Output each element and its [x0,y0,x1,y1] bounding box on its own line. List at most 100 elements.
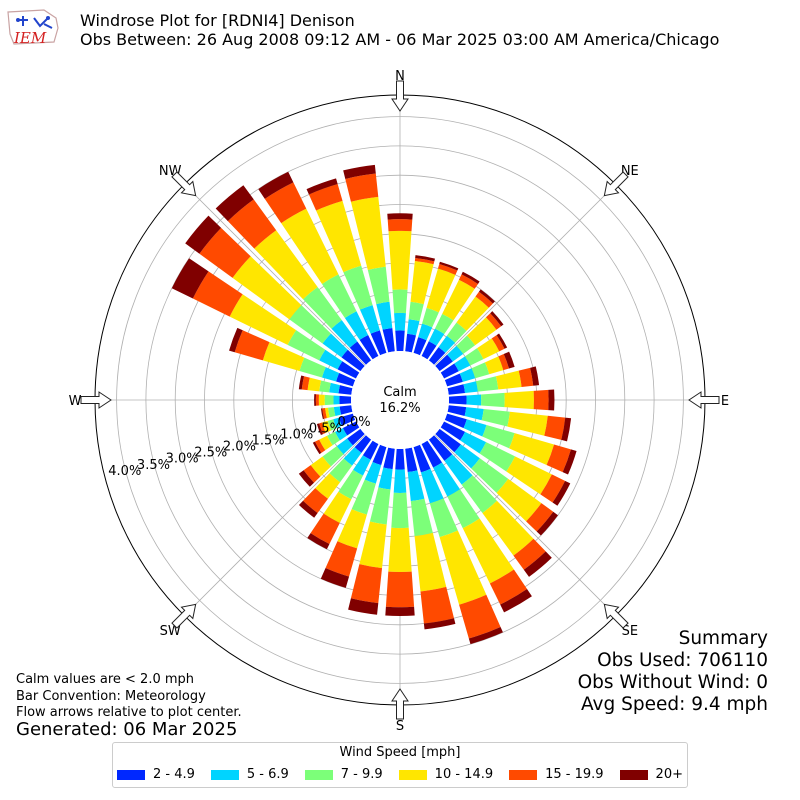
windrose-bar-segment [321,420,332,433]
windrose-bar-segment [447,489,480,529]
windrose-bar-segment [338,413,356,426]
windrose-bar-segment [456,296,489,331]
summary-avg-speed: Avg Speed: 9.4 mph [580,694,768,715]
windrose-bar-segment [382,327,395,353]
windrose-bar-segment [448,395,467,405]
compass-label: N [395,69,405,84]
windrose-bar-segment [341,349,365,372]
windrose-bar-segment [496,478,542,522]
windrose-bar-segment [385,606,415,617]
windrose-bar-segment [281,208,339,284]
windrose-bar-segment [407,470,425,502]
windrose-bar-segment [418,323,433,341]
windrose-bar-segment [319,422,326,435]
calm-note: Calm values are < 2.0 mph [16,672,195,687]
windrose-bar-segment [327,431,340,446]
windrose-bar-segment [262,342,305,371]
windrose-bar-segment [552,480,571,506]
windrose-bar-segment [258,171,294,199]
windrose-bar-segment [407,319,420,336]
grid-ring [116,116,684,684]
windrose-bar-segment [349,341,372,365]
windrose-bar-segment [405,333,416,353]
windrose-bar-segment [342,421,360,436]
windrose-bar-segment [463,419,487,437]
compass-label: SW [160,624,181,639]
windrose-bar-segment [322,333,348,358]
windrose-bar-segment [338,469,363,500]
compass-label: S [396,719,404,734]
legend-swatch [210,769,239,780]
windrose-bar-segment [468,626,503,645]
windrose-bar-segment [423,618,456,630]
windrose-bar-segment [354,435,372,453]
chart-title: Windrose Plot for [RDNI4] Denison [80,11,355,30]
windrose-bar-segment [388,230,412,290]
windrose-bar-segment [500,589,532,613]
windrose-bar-segment [461,271,480,284]
radial-tick-label: 0.5% [309,421,342,436]
windrose-bar-segment [314,394,317,406]
generated-date: Generated: 06 Mar 2025 [16,719,238,740]
bar-convention-note: Bar Convention: Meteorology [16,689,206,704]
windrose-bar-segment [327,407,336,418]
svg-text:IEM: IEM [13,29,47,47]
windrose-bar-segment [435,354,453,372]
windrose-bar-segment [215,185,254,222]
windrose-bar-segment [437,263,458,275]
windrose-bar-segment [394,312,406,331]
flow-arrow-icon [688,391,720,409]
windrose-bar-segment [438,335,456,353]
flow-arrow-icon [603,171,629,197]
windrose-bar-segment [348,598,379,615]
legend-swatch [398,769,427,780]
windrose-bar-segment [447,384,466,395]
windrose-bar-segment [421,440,443,468]
legend-swatch [619,769,648,780]
legend-title: Wind Speed [mph] [339,745,461,760]
radial-tick-label: 3.0% [166,452,199,467]
windrose-bar-segment [478,289,495,304]
windrose-bar-segment [298,375,305,390]
windrose-bar-segment [421,341,437,360]
grid-spoke [434,184,616,366]
flow-arrows-note: Flow arrows relative to plot center. [16,705,242,720]
windrose-bar-segment [410,260,434,305]
windrose-bar-segment [327,419,337,431]
legend-item: 5 - 6.9 [210,767,289,782]
windrose-bar-segment [232,256,302,320]
windrose-bar-segment [454,444,480,469]
windrose-bar-segment [413,337,427,356]
flow-arrow-icon [603,603,629,629]
windrose-bar-segment [395,448,405,470]
windrose-bar-segment [546,444,571,473]
legend-items: 2 - 4.9 5 - 6.9 7 - 9.9 10 - 14.9 15 - 1… [117,767,683,782]
windrose-bar-segment [428,347,446,365]
windrose-bar-segment [463,381,478,394]
windrose-bar-segment [506,456,552,495]
windrose-bar-segment [364,461,382,484]
windrose-bar-segment [429,498,458,538]
grid-spoke [184,434,366,616]
windrose-bar-segment [479,442,516,472]
windrose-bar-segment [439,261,459,271]
windrose-bar-segment [440,363,459,379]
windrose-bar-segment [376,301,393,330]
legend: Wind Speed [mph] 2 - 4.9 5 - 6.9 7 - 9.9… [112,742,688,788]
windrose-bar-segment [264,182,307,224]
windrose-bar-segment [229,294,297,345]
radial-tick-label: 1.5% [252,433,285,448]
windrose-bar-segment [227,199,277,249]
grid-spoke [184,184,366,366]
windrose-bar-segment [336,373,356,387]
windrose-bar-segment [325,407,330,419]
legend-item: 20+ [619,767,683,782]
windrose-bar-segment [513,538,546,570]
summary-heading: Summary [678,628,768,649]
windrose-bar-segment [387,219,413,232]
windrose-bar-segment [185,215,222,254]
windrose-bar-segment [504,390,534,410]
windrose-bar-segment [339,405,353,415]
windrose-bar-segment [433,462,461,497]
